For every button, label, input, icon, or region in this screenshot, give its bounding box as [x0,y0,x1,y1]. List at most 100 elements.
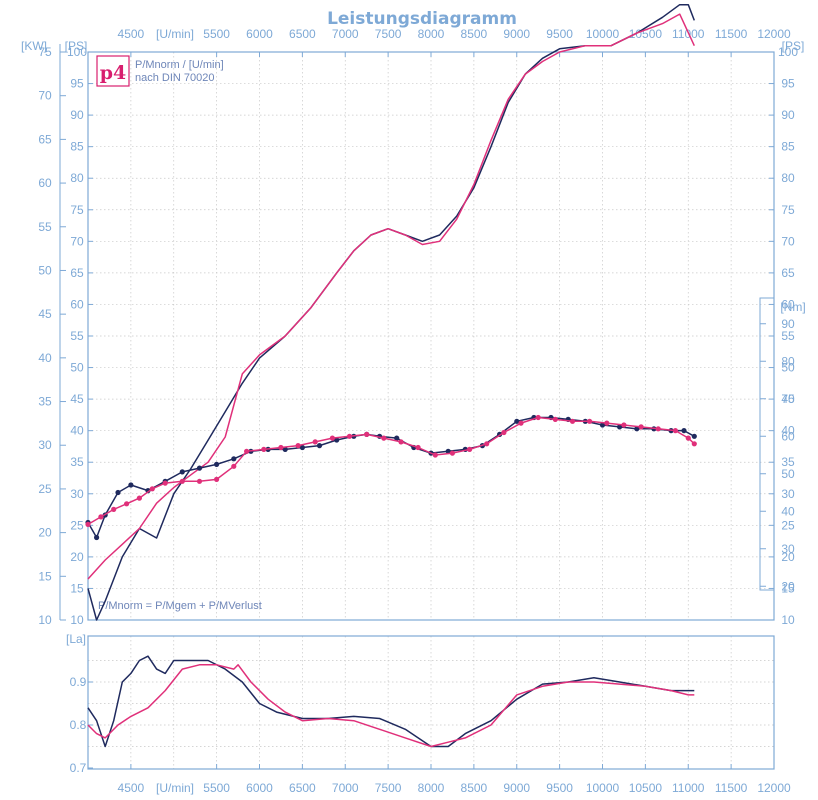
torque-point [685,435,691,441]
x-tick-label-top: 10500 [629,27,663,41]
x-tick-label-bottom: 10000 [586,781,620,795]
ps-tick-label-left: 50 [70,361,84,375]
ps-tick-label-right: 55 [781,329,795,343]
series-line-ps-run1 [87,3,696,621]
torque-point [329,435,335,441]
torque-point [638,424,644,430]
torque-point [244,448,250,454]
torque-point [381,435,387,441]
logo-frame [96,55,130,87]
x-tick-label-bottom: 8000 [418,781,445,795]
torque-point [196,478,203,484]
torque-point [196,465,203,471]
ps-tick-label-right: 90 [781,108,795,122]
torque-point [587,418,593,424]
lambda-axis-label: [La] [66,632,86,646]
nm-axis-label: [Nm] [780,300,805,314]
nm-tick-label: 70 [781,392,795,406]
torque-point [346,433,353,439]
ps-tick-label-right: 45 [781,392,795,406]
x-tick-label-top: 6500 [289,27,316,41]
ps-tick-label-right: 15 [781,581,795,595]
kw-tick-label: 15 [38,569,52,583]
x-tick-label-bottom: 6000 [246,781,273,795]
torque-point [617,424,623,430]
kw-tick-label: 40 [38,351,52,365]
ps-tick-label-left: 85 [70,140,84,154]
ps-tick-label-right: 85 [781,140,795,154]
series-line-la-run1 [87,655,695,748]
nm-tick-label: 90 [781,317,795,331]
kw-tick-label: 60 [38,176,52,190]
nm-tick-label: 50 [781,467,795,481]
torque-point [312,439,318,445]
ps-tick-label-left: 60 [70,297,84,311]
torque-point [691,433,697,439]
torque-point [634,426,640,432]
nm-tick-label: 30 [781,542,795,556]
ps-tick-label-left: 65 [70,266,84,280]
ps-tick-label-left: 80 [70,171,84,185]
ps-tick-label-left: 15 [70,581,84,595]
series-line-ps-run2 [87,13,695,580]
kw-tick-label: 50 [38,263,52,277]
ps-tick-label-right: 100 [778,45,798,59]
ps-tick-label-left: 95 [70,77,84,91]
ps-tick-label-right: 80 [781,171,795,185]
x-tick-label-top: 7000 [332,27,359,41]
kw-tick-label: 65 [38,132,52,146]
torque-point [621,422,627,428]
ps-tick-label-left: 40 [70,424,84,438]
ps-tick-label-right: 30 [781,487,795,501]
series-line-la-run2 [87,664,695,748]
kw-tick-label: 55 [38,220,52,234]
torque-point [282,446,288,452]
x-axis-label-bottom: [U/min] [156,781,194,795]
torque-point [98,514,104,520]
ps-tick-label-right: 20 [781,550,795,564]
nm-axis-box [759,297,775,591]
series-line-nm-run1 [87,416,695,539]
ps-tick-label-left: 100 [67,45,87,59]
kw-tick-label: 45 [38,307,52,321]
lambda-tick-label: 0.7 [70,761,87,775]
kw-tick-label: 35 [38,395,52,409]
ps-tick-label-right: 75 [781,203,795,217]
nm-tick-label: 60 [781,429,795,443]
x-tick-label-bottom: 9000 [503,781,530,795]
torque-point [501,429,507,436]
torque-point [535,414,541,421]
torque-point [214,461,220,467]
ps-tick-label-left: 30 [70,487,84,501]
torque-point [231,456,237,462]
torque-point [681,428,687,434]
torque-point [111,506,117,512]
chart-subtitle-2: nach DIN 70020 [135,72,215,84]
lambda-tick-label: 0.9 [70,675,87,689]
x-tick-label-bottom: 4500 [118,781,145,795]
torque-point [467,446,473,452]
torque-point [691,441,697,447]
chart-footnote: P/Mnorm = P/Mgem + P/MVerlust [98,600,262,612]
kw-tick-label: 70 [38,89,52,103]
x-tick-label-bottom: 11000 [672,781,705,795]
x-tick-label-top: 7500 [375,27,402,41]
torque-point [672,428,679,434]
x-tick-label-bottom: 9500 [546,781,573,795]
torque-point [179,478,185,484]
torque-point [415,444,421,451]
torque-point [162,480,168,486]
x-tick-label-top: 9500 [546,27,573,41]
ps-tick-label-right: 25 [781,518,795,532]
nm-tick-label: 80 [781,354,795,368]
nm-tick-label: 20 [781,579,795,593]
torque-point [85,521,91,528]
ps-tick-label-left: 25 [70,518,84,532]
ps-tick-label-right: 60 [781,297,795,311]
torque-point [364,431,370,437]
chart-title: Leistungsdiagramm [327,9,517,29]
x-tick-label-top: 12000 [757,27,791,41]
x-axis-label-top: [U/min] [156,27,194,41]
nm-tick-label: 40 [781,504,795,518]
